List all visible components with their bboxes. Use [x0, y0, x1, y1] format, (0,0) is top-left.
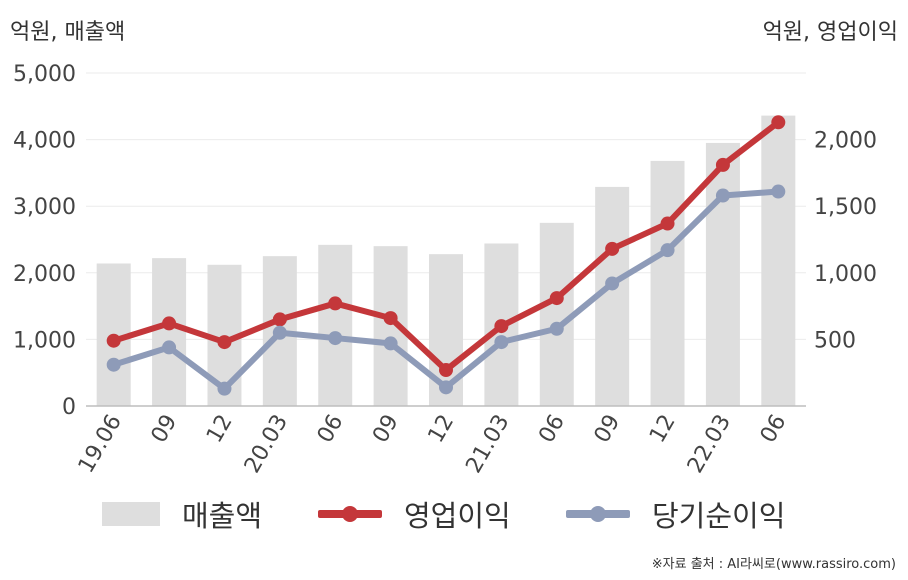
bar-sales	[761, 115, 796, 407]
x-tick-label: 06	[313, 411, 349, 448]
legend-label-operating: 영업이익	[404, 499, 511, 533]
left-axis-unit: 억원, 매출액	[10, 20, 126, 45]
left-tick-label: 1,000	[13, 328, 76, 353]
x-tick-label: 21.03	[461, 411, 514, 478]
point-net	[106, 357, 121, 372]
point-operating	[383, 311, 398, 326]
point-net	[383, 336, 398, 351]
point-net	[439, 380, 453, 395]
point-operating	[494, 319, 509, 334]
bar-sales	[705, 142, 740, 406]
bar-sales	[650, 160, 685, 406]
right-axis-ticks: 500 1,000 1,500 2,000	[814, 129, 877, 354]
legend-label-sales: 매출액	[182, 499, 263, 533]
point-operating	[439, 363, 453, 378]
left-tick-label: 0	[62, 395, 76, 420]
point-operating	[549, 291, 564, 306]
point-net	[549, 321, 564, 336]
legend-item-sales: 매출액	[102, 492, 262, 536]
point-net	[715, 188, 730, 203]
source-credit: ※자료 출처 : AI라씨로(www.rassiro.com)	[651, 557, 896, 572]
point-net	[605, 276, 620, 291]
x-tick-label: 09	[590, 411, 626, 448]
point-operating	[272, 312, 287, 327]
legend-label-net: 당기순이익	[652, 499, 786, 533]
x-tick-label: 22.03	[683, 411, 736, 478]
left-axis-ticks: 0 1,000 2,000 3,000 4,000 5,000	[13, 62, 76, 420]
legend-item-net: 당기순이익	[566, 492, 785, 536]
left-tick-label: 5,000	[13, 62, 76, 87]
point-net	[272, 325, 287, 340]
x-tick-label: 06	[534, 411, 570, 448]
point-net	[217, 381, 232, 396]
point-operating	[217, 335, 232, 350]
left-tick-label: 4,000	[13, 129, 76, 154]
legend-item-operating: 영업이익	[318, 492, 511, 536]
point-net	[162, 340, 177, 355]
point-operating	[605, 241, 620, 256]
point-operating	[162, 316, 177, 331]
right-tick-label: 2,000	[814, 129, 877, 154]
line-series	[106, 115, 786, 396]
right-axis-unit: 억원, 영업이익	[762, 20, 898, 45]
right-tick-label: 1,000	[814, 262, 877, 287]
x-tick-label: 12	[202, 411, 238, 448]
right-tick-label: 500	[814, 328, 856, 353]
bar-sales	[318, 244, 353, 406]
x-tick-label: 06	[756, 411, 792, 448]
x-tick-label: 19.06	[74, 411, 127, 478]
bar-sales	[152, 258, 187, 406]
x-tick-label: 12	[645, 411, 681, 448]
bar-sales	[539, 222, 574, 406]
point-operating	[660, 216, 675, 231]
point-net	[494, 335, 509, 350]
x-axis-ticks: 19.06 09 12 20.03 06 09 12 21.03 06 09 12 22.03 06	[74, 411, 792, 478]
legend-swatch-net	[566, 502, 630, 526]
legend-swatch-operating	[318, 502, 382, 526]
point-net	[771, 184, 786, 199]
legend-swatch-sales	[102, 502, 160, 526]
x-tick-label: 09	[368, 411, 404, 448]
right-tick-label: 1,500	[814, 195, 877, 220]
point-operating	[771, 115, 786, 130]
left-tick-label: 2,000	[13, 262, 76, 287]
x-tick-label: 20.03	[240, 411, 293, 478]
sales-bars	[96, 115, 796, 407]
point-operating	[715, 157, 730, 172]
point-operating	[328, 296, 343, 311]
x-tick-label: 12	[424, 411, 460, 448]
x-tick-label: 09	[147, 411, 183, 448]
point-operating	[106, 333, 121, 348]
left-tick-label: 3,000	[13, 195, 76, 220]
point-net	[328, 331, 343, 346]
gridlines	[86, 72, 806, 340]
point-net	[660, 243, 675, 258]
